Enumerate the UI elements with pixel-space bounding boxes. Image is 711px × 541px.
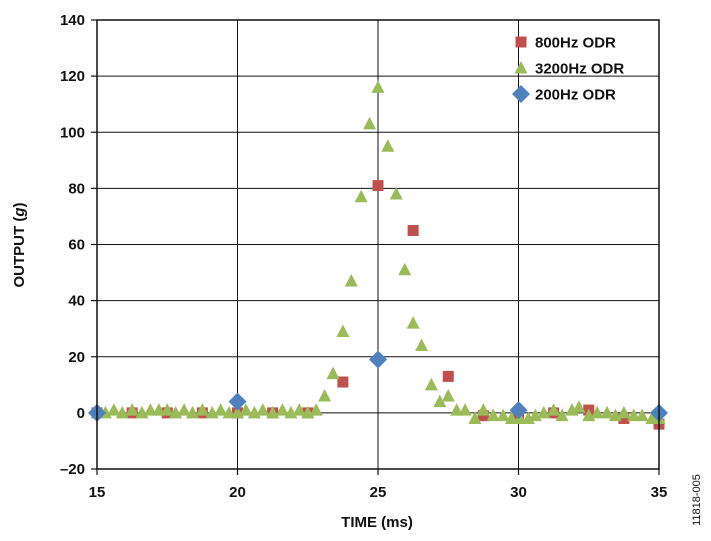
y-tick-label: 40 (68, 293, 85, 310)
data-point-triangle (398, 262, 412, 276)
data-point-triangle (266, 405, 280, 419)
data-point-triangle (336, 324, 350, 337)
data-point-triangle (504, 411, 518, 424)
data-point-triangle (160, 403, 174, 416)
y-tick-label: 100 (60, 124, 85, 141)
data-point-triangle (256, 403, 270, 416)
data-point-triangle (239, 403, 253, 416)
series-diamond (88, 350, 668, 422)
data-point-triangle (555, 408, 569, 422)
y-tick-label: 20 (68, 349, 85, 366)
legend-label: 200Hz ODR (535, 87, 616, 104)
figure-id: 11818-005 (691, 474, 703, 526)
plot-area-frame (96, 19, 660, 470)
data-point-triangle (195, 403, 209, 416)
data-point-triangle (486, 408, 500, 422)
data-point-triangle (125, 403, 139, 416)
y-tick-label: 140 (60, 12, 85, 29)
legend-marker-diamond (512, 85, 530, 103)
y-tick-label: 60 (68, 237, 85, 254)
data-point-triangle (344, 273, 358, 287)
data-point-triangle (590, 405, 604, 419)
data-point-triangle (496, 408, 510, 422)
data-point-triangle (441, 389, 455, 402)
data-point-triangle (177, 403, 191, 416)
data-point-diamond (228, 392, 247, 411)
data-point-triangle (450, 403, 464, 416)
data-point-triangle (468, 411, 482, 424)
data-points (88, 80, 668, 430)
tick-labels: –20 0 20 40 60 80 100 120 140 15 20 25 30 35 (60, 12, 667, 501)
series-triangle (90, 80, 666, 424)
x-axis-title: TIME (ms) (341, 514, 413, 531)
data-point-triangle (600, 405, 614, 419)
data-point-triangle (458, 403, 472, 416)
y-tick-label: 0 (77, 405, 85, 422)
y-tick-label: 120 (60, 68, 85, 85)
legend-marker-triangle (514, 61, 528, 74)
data-point-square (372, 180, 384, 192)
data-point-diamond (509, 401, 528, 420)
data-point-square (442, 370, 454, 382)
data-point-square (618, 412, 630, 424)
y-tick-label: –20 (60, 461, 85, 478)
legend-label: 3200Hz ODR (535, 61, 624, 78)
data-point-triangle (354, 189, 368, 203)
data-point-triangle (292, 403, 306, 416)
data-point-triangle (513, 411, 527, 424)
legend-marker-square (515, 36, 527, 48)
data-point-triangle (363, 116, 377, 130)
x-tick-label: 35 (651, 484, 668, 501)
data-point-triangle (406, 316, 420, 329)
data-point-triangle (326, 366, 340, 380)
data-point-triangle (627, 408, 641, 422)
data-point-triangle (143, 403, 157, 416)
data-point-triangle (275, 403, 289, 416)
data-point-triangle (222, 405, 236, 419)
data-point-triangle (572, 400, 586, 413)
data-point-triangle (635, 408, 649, 422)
data-point-triangle (152, 403, 166, 416)
data-point-triangle (318, 389, 332, 402)
x-tick-label: 30 (510, 484, 527, 501)
data-point-triangle (424, 377, 438, 391)
data-point-triangle (115, 405, 129, 419)
data-point-triangle (381, 139, 395, 152)
y-tick-label: 80 (68, 180, 85, 197)
data-point-triangle (547, 403, 561, 416)
data-point-triangle (371, 80, 385, 93)
data-point-triangle (415, 338, 429, 352)
data-point-triangle (309, 403, 323, 416)
data-point-triangle (617, 405, 631, 419)
data-point-square (337, 376, 349, 388)
legend-item: 3200Hz ODR (514, 61, 624, 78)
data-point-diamond (369, 350, 387, 369)
legend-label: 800Hz ODR (535, 35, 616, 52)
data-point-square (407, 224, 419, 236)
data-point-square (477, 410, 489, 422)
x-tick-label: 20 (229, 484, 246, 501)
y-axis-title: OUTPUT (g) (11, 203, 28, 288)
data-point-triangle (476, 403, 490, 416)
data-point-triangle (537, 405, 551, 419)
x-tick-label: 25 (370, 484, 387, 501)
data-point-triangle (186, 405, 200, 419)
x-tick-label: 15 (89, 484, 106, 501)
legend-item: 200Hz ODR (512, 85, 616, 104)
data-point-triangle (433, 394, 447, 408)
legend-item: 800Hz ODR (515, 35, 616, 52)
legend: 800Hz ODR 3200Hz ODR 200Hz ODR (512, 35, 624, 104)
data-point-triangle (389, 186, 403, 200)
data-point-triangle (107, 403, 121, 416)
data-point-triangle (214, 403, 228, 416)
